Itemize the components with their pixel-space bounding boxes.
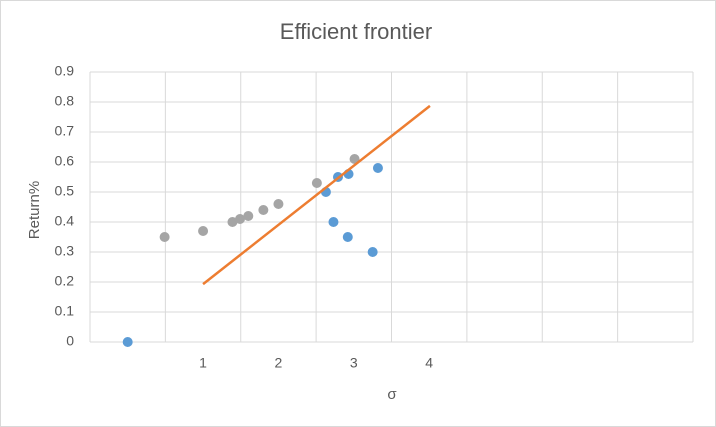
y-tick-label: 0.7 bbox=[55, 123, 75, 139]
frontier-line bbox=[202, 104, 431, 286]
y-tick-label: 0.4 bbox=[55, 213, 75, 229]
point bbox=[198, 226, 209, 236]
y-tick-label: 0.2 bbox=[55, 273, 75, 289]
y-tick-label: 0.6 bbox=[55, 153, 75, 169]
y-tick-label: 0.5 bbox=[55, 183, 75, 199]
point bbox=[342, 232, 353, 242]
y-tick-label: 0.3 bbox=[55, 243, 75, 259]
y-tick-label: 0.9 bbox=[55, 63, 75, 79]
point bbox=[234, 214, 245, 224]
y-tick-label: 0.1 bbox=[55, 303, 75, 319]
point bbox=[243, 211, 254, 221]
point bbox=[227, 217, 238, 227]
point bbox=[122, 337, 133, 347]
point bbox=[328, 217, 339, 227]
chart-title: Efficient frontier bbox=[280, 19, 432, 44]
x-axis-label: σ bbox=[387, 386, 397, 403]
x-tick-label: 1 bbox=[199, 355, 207, 371]
point bbox=[372, 163, 383, 173]
x-tick-label: 2 bbox=[275, 355, 283, 371]
y-tick-label: 0 bbox=[66, 333, 74, 349]
point bbox=[349, 154, 360, 164]
point bbox=[273, 199, 284, 209]
x-tick-label: 4 bbox=[425, 355, 433, 371]
point bbox=[159, 232, 170, 242]
y-axis-label: Return% bbox=[26, 181, 43, 239]
x-tick-label: 3 bbox=[350, 355, 358, 371]
y-tick-label: 0.8 bbox=[55, 93, 75, 109]
point bbox=[311, 178, 322, 188]
point bbox=[367, 247, 378, 257]
point bbox=[258, 205, 269, 215]
